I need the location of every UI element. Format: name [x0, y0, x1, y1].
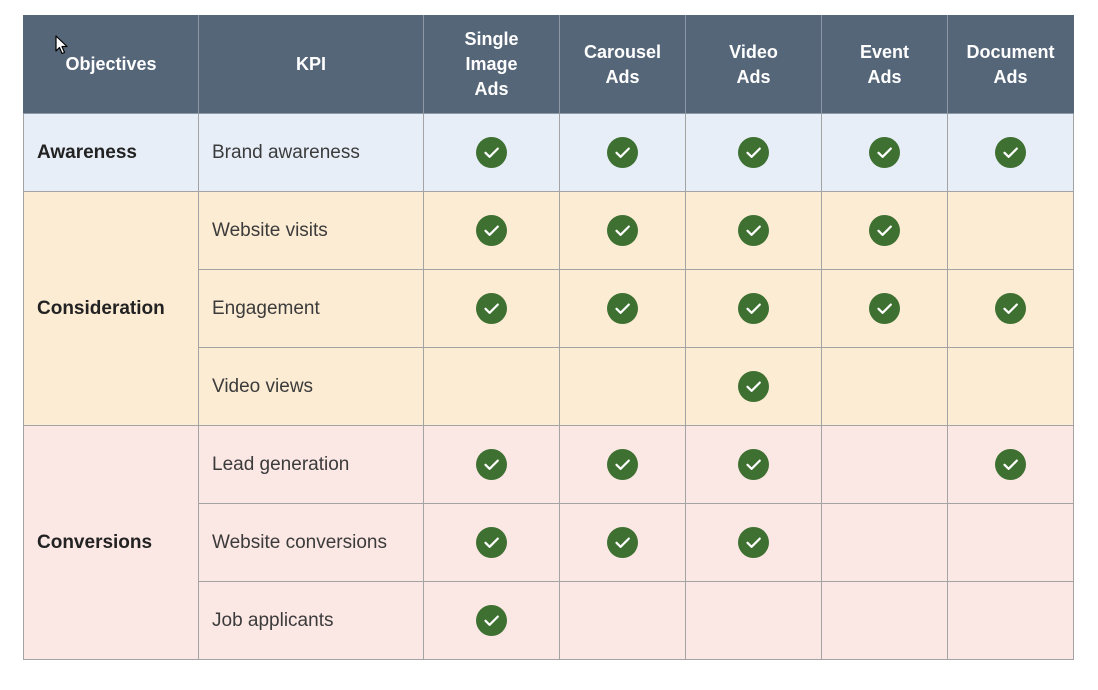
check-circle-icon [738, 293, 769, 324]
check-circle-icon [738, 527, 769, 558]
ad-format-kpi-table-container: Objectives KPI Single Image Ads Carousel… [23, 15, 1074, 660]
header-video-ads-label: Video Ads [729, 41, 778, 87]
format-support-cell [423, 581, 560, 660]
check-circle-icon [738, 371, 769, 402]
check-circle-icon [607, 293, 638, 324]
table-header: Objectives KPI Single Image Ads Carousel… [23, 15, 1074, 114]
table-row: Awareness Brand awareness [23, 113, 1074, 192]
header-single-image-ads: Single Image Ads [423, 15, 560, 114]
format-support-cell [685, 269, 822, 348]
check-circle-icon [869, 215, 900, 246]
objective-cell: Awareness [23, 113, 199, 192]
objective-cell: Consideration [23, 191, 199, 426]
check-circle-icon [476, 293, 507, 324]
format-support-cell [423, 191, 560, 270]
format-support-cell [947, 269, 1074, 348]
format-support-cell [821, 503, 948, 582]
format-support-cell [821, 269, 948, 348]
format-support-cell [423, 347, 560, 426]
check-circle-icon [995, 449, 1026, 480]
kpi-cell: Website visits [198, 191, 424, 270]
format-support-cell [559, 113, 686, 192]
format-support-cell [685, 581, 822, 660]
check-circle-icon [476, 527, 507, 558]
check-circle-icon [607, 215, 638, 246]
format-support-cell [685, 503, 822, 582]
header-objectives: Objectives [23, 15, 199, 114]
format-support-cell [947, 191, 1074, 270]
format-support-cell [685, 347, 822, 426]
format-support-cell [821, 113, 948, 192]
header-video-ads: Video Ads [685, 15, 822, 114]
check-circle-icon [476, 605, 507, 636]
check-circle-icon [995, 293, 1026, 324]
format-support-cell [947, 425, 1074, 504]
format-support-cell [559, 191, 686, 270]
kpi-cell: Job applicants [198, 581, 424, 660]
format-support-cell [685, 191, 822, 270]
format-support-cell [423, 503, 560, 582]
header-single-image-ads-label: Single Image Ads [464, 29, 519, 99]
check-circle-icon [607, 449, 638, 480]
format-support-cell [685, 425, 822, 504]
header-event-ads: Event Ads [821, 15, 948, 114]
check-circle-icon [476, 215, 507, 246]
kpi-cell: Website conversions [198, 503, 424, 582]
format-support-cell [559, 503, 686, 582]
format-support-cell [559, 581, 686, 660]
check-circle-icon [476, 137, 507, 168]
header-kpi-label: KPI [295, 54, 326, 74]
table-row: Conversions Lead generation [23, 425, 1074, 660]
check-circle-icon [607, 137, 638, 168]
check-circle-icon [738, 137, 769, 168]
check-circle-icon [607, 527, 638, 558]
header-document-ads: Document Ads [947, 15, 1074, 114]
format-support-cell [559, 269, 686, 348]
header-carousel-ads: Carousel Ads [559, 15, 686, 114]
ad-format-kpi-table: Objectives KPI Single Image Ads Carousel… [23, 15, 1074, 660]
header-row: Objectives KPI Single Image Ads Carousel… [23, 15, 1074, 114]
format-support-cell [821, 191, 948, 270]
kpi-cell: Lead generation [198, 425, 424, 504]
check-circle-icon [738, 215, 769, 246]
table-body: Awareness Brand awareness Consideration Web… [23, 113, 1074, 660]
format-support-cell [559, 425, 686, 504]
format-support-cell [559, 347, 686, 426]
format-support-cell [947, 113, 1074, 192]
format-support-cell [685, 113, 822, 192]
kpi-cell: Video views [198, 347, 424, 426]
format-support-cell [947, 581, 1074, 660]
table-row: Consideration Website visits [23, 191, 1074, 426]
format-support-cell [423, 425, 560, 504]
check-circle-icon [869, 293, 900, 324]
format-support-cell [947, 347, 1074, 426]
check-circle-icon [869, 137, 900, 168]
check-circle-icon [995, 137, 1026, 168]
format-support-cell [821, 347, 948, 426]
check-circle-icon [738, 449, 769, 480]
objective-cell: Conversions [23, 425, 199, 660]
kpi-cell: Brand awareness [198, 113, 424, 192]
header-kpi: KPI [198, 15, 424, 114]
format-support-cell [947, 503, 1074, 582]
format-support-cell [821, 581, 948, 660]
format-support-cell [423, 113, 560, 192]
header-carousel-ads-label: Carousel Ads [583, 41, 662, 87]
table-row: Job applicants [24, 581, 1074, 660]
check-circle-icon [476, 449, 507, 480]
header-objectives-label: Objectives [65, 54, 157, 74]
table-row: Engagement [24, 269, 1074, 348]
format-support-cell [821, 425, 948, 504]
kpi-cell: Engagement [198, 269, 424, 348]
header-document-ads-label: Document Ads [966, 41, 1055, 87]
table-row: Video views [24, 347, 1074, 426]
format-support-cell [423, 269, 560, 348]
header-event-ads-label: Event Ads [859, 41, 910, 87]
